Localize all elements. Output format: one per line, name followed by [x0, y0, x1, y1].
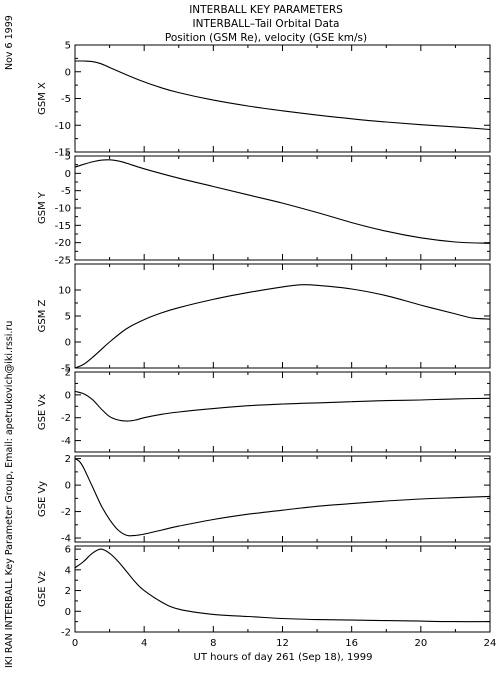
y-tick-label-2-0: -5 [61, 364, 71, 375]
y-tick-label-2-2: 5 [65, 312, 71, 323]
y-tick-label-1-1: -20 [55, 238, 71, 249]
y-tick-label-3-3: 2 [65, 368, 71, 379]
panel-frame-3 [74, 371, 491, 453]
y-axis-label-0: GSM X [37, 82, 48, 115]
y-tick-label-0-1: -10 [55, 121, 71, 132]
y-axis-label-4: GSE Vy [37, 481, 48, 517]
y-tick-label-1-3: -10 [55, 204, 71, 215]
y-axis-label-5: GSE Vz [37, 571, 48, 607]
x-tick-label-6: 24 [484, 638, 497, 649]
series-line-0 [75, 60, 491, 131]
y-tick-label-1-2: -15 [55, 221, 71, 232]
x-tick-label-5: 20 [414, 638, 427, 649]
x-axis-label: UT hours of day 261 (Sep 18), 1999 [194, 652, 373, 663]
y-tick-label-1-6: 5 [65, 152, 71, 163]
panel-frame-2 [74, 263, 491, 369]
y-axis-label-1: GSM Y [37, 191, 48, 224]
x-tick-label-1: 4 [141, 638, 147, 649]
y-tick-label-1-4: -5 [61, 186, 71, 197]
y-tick-label-4-2: 0 [65, 481, 71, 492]
header-line-2: INTERBALL–Tail Orbital Data [193, 18, 340, 30]
y-tick-label-1-0: -25 [55, 256, 71, 267]
series-line-4 [74, 458, 491, 537]
x-tick-label-3: 12 [276, 638, 289, 649]
y-tick-label-3-1: -2 [61, 413, 71, 424]
y-tick-label-0-2: -5 [61, 94, 71, 105]
y-tick-label-2-3: 10 [58, 286, 71, 297]
x-tick-label-4: 16 [345, 638, 358, 649]
series-line-1 [74, 159, 491, 244]
y-tick-label-3-0: -4 [61, 436, 71, 447]
panel-frame-0 [74, 44, 491, 153]
y-tick-label-0-3: 0 [65, 67, 71, 78]
y-axis-label-3: GSE Vx [37, 394, 48, 430]
y-tick-label-4-0: -4 [61, 534, 71, 545]
y-tick-label-0-0: -15 [55, 148, 71, 159]
y-tick-label-4-3: 2 [65, 454, 71, 465]
x-tick-label-0: 0 [72, 638, 78, 649]
y-tick-label-5-2: 2 [65, 586, 71, 597]
y-tick-label-5-1: 0 [65, 607, 71, 618]
header-line-3: Position (GSM Re), velocity (GSE km/s) [165, 32, 367, 44]
panel-frame-1 [74, 155, 491, 261]
side-credit: IKI RAN INTERBALL Key Parameter Group, E… [4, 321, 15, 668]
y-tick-label-5-3: 4 [65, 565, 71, 576]
y-axis-label-2: GSM Z [37, 299, 48, 332]
y-tick-label-3-2: 0 [65, 390, 71, 401]
y-tick-label-1-5: 0 [65, 169, 71, 180]
y-tick-label-5-4: 6 [65, 545, 71, 556]
series-line-3 [74, 390, 491, 422]
y-tick-label-5-0: -2 [61, 628, 71, 639]
y-tick-label-2-1: 0 [65, 338, 71, 349]
header-line-1: INTERBALL KEY PARAMETERS [189, 4, 343, 16]
y-tick-label-0-4: 5 [65, 41, 71, 52]
series-line-2 [74, 284, 491, 369]
series-line-5 [74, 548, 491, 623]
panel-frame-5 [74, 545, 491, 633]
side-date: Nov 6 1999 [4, 15, 15, 70]
y-tick-label-4-1: -2 [61, 507, 71, 518]
x-tick-label-2: 8 [210, 638, 216, 649]
